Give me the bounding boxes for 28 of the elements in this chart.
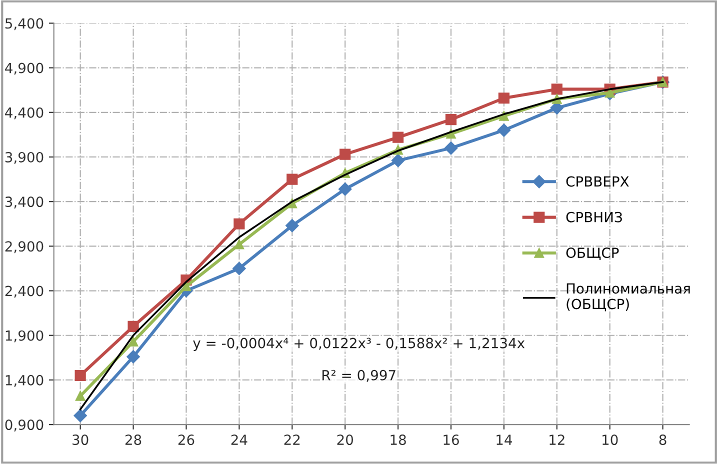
legend-label: Полиномиальная (ОБЩСР)	[566, 283, 690, 312]
y-tick-label: 2,900	[5, 241, 44, 254]
x-tick-label: 24	[231, 434, 248, 445]
y-tick-label: 4,400	[5, 107, 44, 120]
x-tick-label: 18	[390, 434, 406, 446]
y-tick-label: 1,900	[6, 330, 44, 342]
x-tick-label: 28	[125, 434, 142, 446]
annotation: R² = 0,997	[322, 370, 396, 382]
y-tick-label: 2,400	[5, 286, 44, 298]
y-tick-label: 5,400	[5, 18, 44, 30]
legend-label: ОБЩСР	[566, 248, 619, 260]
x-tick-label: 20	[337, 434, 354, 446]
y-tick-label: 0,900	[5, 420, 44, 432]
y-tick-label: 3,400	[5, 196, 44, 208]
annotation: y = -0,0004x⁴ + 0,0122x³ - 0,1588x² + 1,2134x	[193, 338, 525, 352]
y-tick-label: 1,400	[6, 374, 44, 387]
y-tick-label: 4,900	[5, 62, 44, 75]
x-tick-label: 26	[178, 434, 194, 446]
x-tick-label: 22	[284, 434, 300, 445]
x-tick-label: 10	[602, 434, 618, 446]
y-tick-label: 3,900	[5, 152, 44, 164]
x-tick-label: 14	[496, 434, 512, 445]
legend-label: СРВНИЗ	[566, 212, 622, 222]
x-tick-label: 12	[550, 434, 564, 445]
legend-label: СРВВЕРХ	[566, 176, 629, 187]
x-tick-label: 16	[444, 434, 459, 446]
x-tick-label: 8	[659, 434, 666, 446]
x-tick-label: 30	[72, 434, 88, 446]
